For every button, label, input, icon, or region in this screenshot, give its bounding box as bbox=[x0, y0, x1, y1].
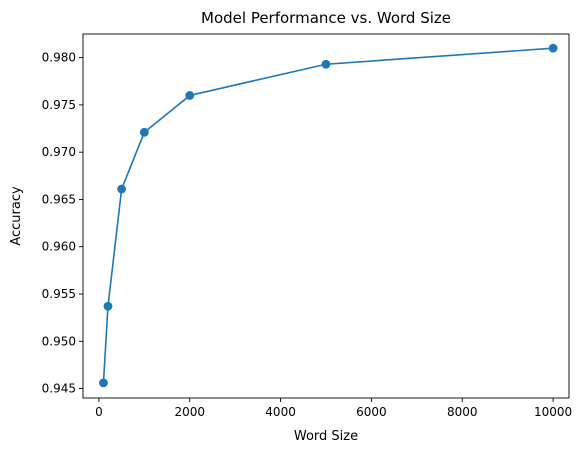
x-tick-label: 4000 bbox=[265, 405, 296, 419]
y-tick-label: 0.970 bbox=[42, 145, 76, 159]
series-line bbox=[102, 47, 554, 383]
data-point bbox=[117, 184, 127, 194]
x-tick-label: 8000 bbox=[447, 405, 478, 419]
plot-frame bbox=[82, 33, 570, 399]
chart-title: Model Performance vs. Word Size bbox=[201, 9, 451, 27]
y-tick-label: 0.945 bbox=[42, 382, 76, 396]
data-point bbox=[139, 127, 149, 137]
y-tick-label: 0.960 bbox=[42, 240, 76, 254]
y-tick-label: 0.975 bbox=[42, 98, 76, 112]
x-tick-label: 0 bbox=[95, 405, 103, 419]
y-tick-label: 0.950 bbox=[42, 334, 76, 348]
data-point bbox=[185, 91, 195, 100]
x-tick-label: 2000 bbox=[174, 405, 205, 419]
data-point bbox=[99, 378, 108, 388]
x-axis-title: Word Size bbox=[294, 429, 358, 444]
data-point bbox=[548, 43, 558, 53]
x-tick-label: 6000 bbox=[356, 405, 387, 419]
y-axis-ticks: 0.945 0.950 0.955 0.960 0.965 0.970 0.975 0.980 bbox=[42, 51, 83, 396]
x-axis-ticks: 0 2000 4000 6000 8000 10000 bbox=[95, 398, 572, 419]
y-tick-label: 0.965 bbox=[42, 192, 76, 206]
y-tick-label: 0.955 bbox=[42, 287, 76, 301]
y-axis-title: Accuracy bbox=[9, 186, 24, 246]
y-tick-label: 0.980 bbox=[42, 51, 76, 65]
data-point bbox=[321, 59, 331, 69]
data-point bbox=[103, 301, 113, 311]
x-tick-label: 10000 bbox=[534, 405, 572, 419]
plot-area bbox=[82, 33, 570, 399]
